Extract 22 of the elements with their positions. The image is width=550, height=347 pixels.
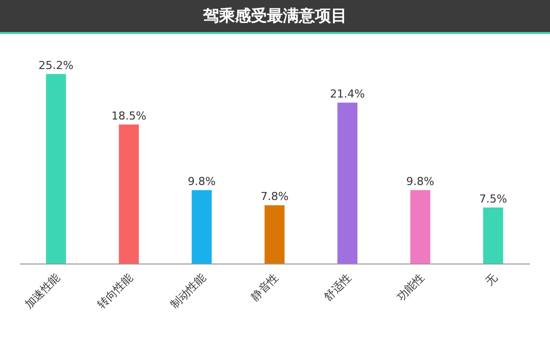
data-label: 9.8% — [188, 175, 216, 188]
data-label: 21.4% — [330, 88, 365, 101]
data-label: 7.5% — [479, 192, 508, 206]
data-label: 25.2% — [38, 59, 74, 72]
chart-title: 驾乘感受最满意项目 — [203, 6, 347, 26]
data-label: 9.8% — [406, 175, 434, 188]
bar — [410, 190, 430, 264]
bar — [337, 102, 358, 264]
x-tick-label: 静音性 — [248, 270, 282, 304]
x-tick-label: 加速性能 — [22, 270, 63, 312]
x-tick-label: 舒适性 — [321, 270, 354, 304]
data-label: 18.5% — [111, 110, 146, 123]
bar — [118, 124, 139, 264]
bar — [192, 190, 212, 264]
bar — [46, 74, 66, 264]
data-label: 7.8% — [260, 190, 289, 204]
x-tick-label: 转向性能 — [95, 270, 136, 312]
x-tick-label: 无 — [482, 270, 500, 288]
x-tick-label: 功能性 — [394, 270, 427, 304]
bar — [264, 205, 285, 264]
bar — [483, 207, 504, 264]
x-tick-label: 制动性能 — [168, 270, 208, 312]
